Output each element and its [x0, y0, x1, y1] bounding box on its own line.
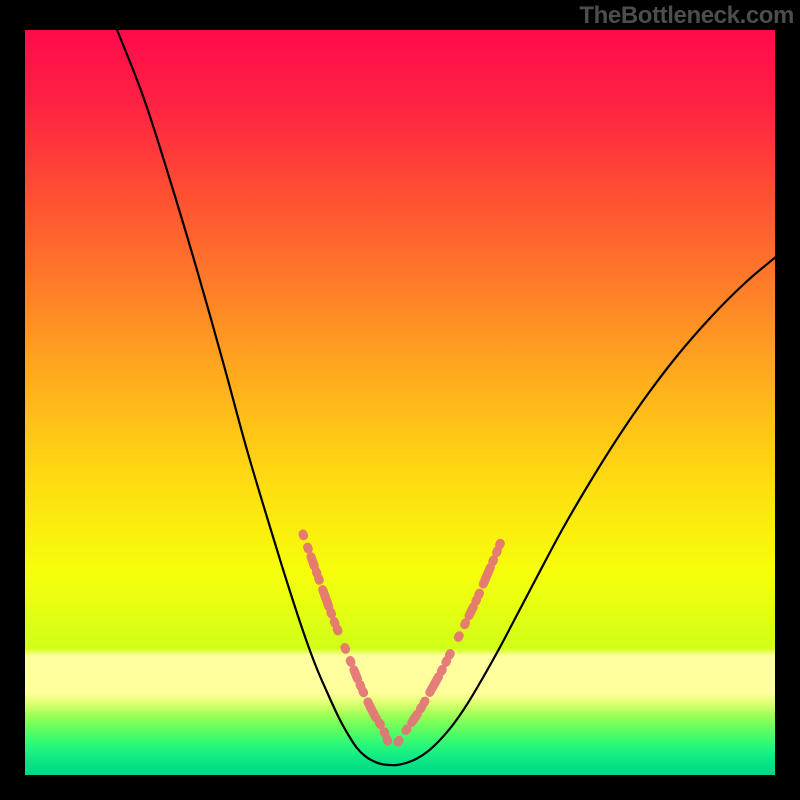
- chart-frame: TheBottleneck.com: [0, 0, 800, 800]
- dots-left: [303, 534, 388, 742]
- curve-right-branch: [389, 256, 775, 765]
- curve-layer: [25, 30, 775, 775]
- dots-right: [398, 534, 504, 742]
- curve-left-branch: [113, 30, 389, 765]
- plot-area: [25, 30, 775, 775]
- watermark: TheBottleneck.com: [579, 2, 794, 30]
